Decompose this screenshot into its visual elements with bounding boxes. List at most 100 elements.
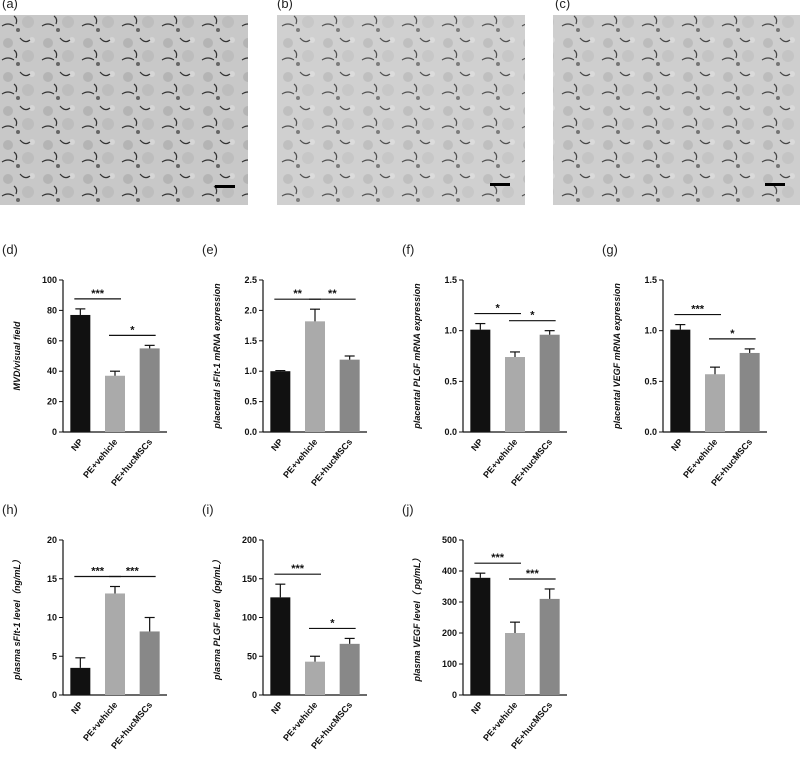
y-tick-label: 100 [442,659,457,669]
panel-label: (a) [2,0,18,11]
y-tick-label: 0 [452,690,457,700]
y-axis-label: placental VEGF mRNA expression [612,283,622,430]
significance-label: *** [291,563,305,575]
bar [505,357,525,432]
bar [470,329,491,432]
y-tick-label: 1.0 [244,366,257,376]
x-tick-label: NP [69,700,85,716]
x-tick-label: NP [469,700,485,716]
y-tick-label: 300 [442,597,457,607]
y-tick-label: 15 [47,574,57,584]
x-tick-label: NP [269,437,285,453]
x-tick-label: PE+vehicle [81,437,119,480]
panel-label: (c) [555,0,570,11]
bar [270,597,291,695]
y-tick-label: 20 [47,397,57,407]
bar [105,593,125,695]
significance-label: *** [91,566,105,578]
bar [505,633,525,695]
significance-label: *** [526,568,540,580]
significance-label: *** [91,288,105,300]
bar [705,374,725,432]
bar [539,334,560,432]
micrograph-c [553,15,800,205]
bar [305,321,325,432]
y-tick-label: 5 [52,651,57,661]
x-tick-label: PE+vehicle [81,700,119,743]
y-tick-label: 100 [42,275,57,285]
y-tick-label: 0.0 [444,427,457,437]
y-tick-label: 1.5 [444,275,457,285]
y-tick-label: 1.5 [644,275,657,285]
significance-label: * [330,617,335,629]
y-tick-label: 0 [252,690,257,700]
panel-label: (h) [2,502,18,517]
bar [70,667,91,695]
x-tick-label: PE+vehicle [681,437,719,480]
y-tick-label: 10 [47,613,57,623]
y-tick-label: 1.5 [244,336,257,346]
bar [139,631,160,695]
y-tick-label: 50 [247,651,257,661]
y-tick-label: 1.0 [444,326,457,336]
x-tick-label: NP [469,437,485,453]
y-tick-label: 0.5 [444,376,457,386]
y-tick-label: 400 [442,566,457,576]
y-tick-label: 200 [242,535,257,545]
bar [105,375,125,432]
significance-label: * [730,328,735,340]
panel-label: (e) [202,242,218,257]
panel-label: (f) [402,242,414,257]
y-tick-label: 0 [52,427,57,437]
significance-label: *** [691,304,705,316]
panel-label: (b) [277,0,293,11]
significance-label: * [530,310,535,322]
significance-label: *** [126,566,140,578]
y-tick-label: 1.0 [644,326,657,336]
significance-label: *** [491,552,505,564]
x-tick-label: PE+vehicle [481,437,519,480]
y-tick-label: 200 [442,628,457,638]
x-tick-label: NP [69,437,85,453]
y-tick-label: 40 [47,366,57,376]
micrograph-b [277,15,525,205]
significance-label: * [496,303,501,315]
x-tick-label: PE+vehicle [481,700,519,743]
y-axis-label: placental sFlt-1 mRNA expression [212,283,222,430]
panel-label: (g) [602,242,618,257]
bar [70,314,91,432]
bar [139,348,160,432]
y-axis-label: MVD/visual field [12,321,22,391]
y-tick-label: 60 [47,336,57,346]
y-tick-label: 0.5 [244,397,257,407]
y-axis-label: plasma VEGF level（ pg/mL） [412,553,422,682]
micrograph-a [0,15,248,205]
bar [539,598,560,695]
y-tick-label: 100 [242,613,257,623]
y-tick-label: 0.0 [244,427,257,437]
bar [339,359,360,432]
bar [470,577,491,695]
y-tick-label: 80 [47,305,57,315]
y-tick-label: 0.0 [644,427,657,437]
bar [305,661,325,695]
y-tick-label: 2.5 [244,275,257,285]
y-axis-label: plasma PLGF level（pg/mL） [212,555,222,681]
significance-label: ** [328,288,337,300]
y-tick-label: 0 [52,690,57,700]
x-tick-label: NP [269,700,285,716]
panel-label: (j) [402,502,414,517]
x-tick-label: PE+vehicle [281,700,319,743]
y-tick-label: 2.0 [244,305,257,315]
significance-label: ** [293,288,302,300]
panel-label: (d) [2,242,18,257]
bar [339,643,360,695]
bar [270,371,291,432]
x-tick-label: NP [669,437,685,453]
panel-label: (i) [202,502,214,517]
y-axis-label: placental PLGF mRNA expression [412,283,422,430]
y-axis-label: plasma sFlt-1 level（ng/mL） [12,555,22,681]
y-tick-label: 20 [47,535,57,545]
y-tick-label: 150 [242,574,257,584]
